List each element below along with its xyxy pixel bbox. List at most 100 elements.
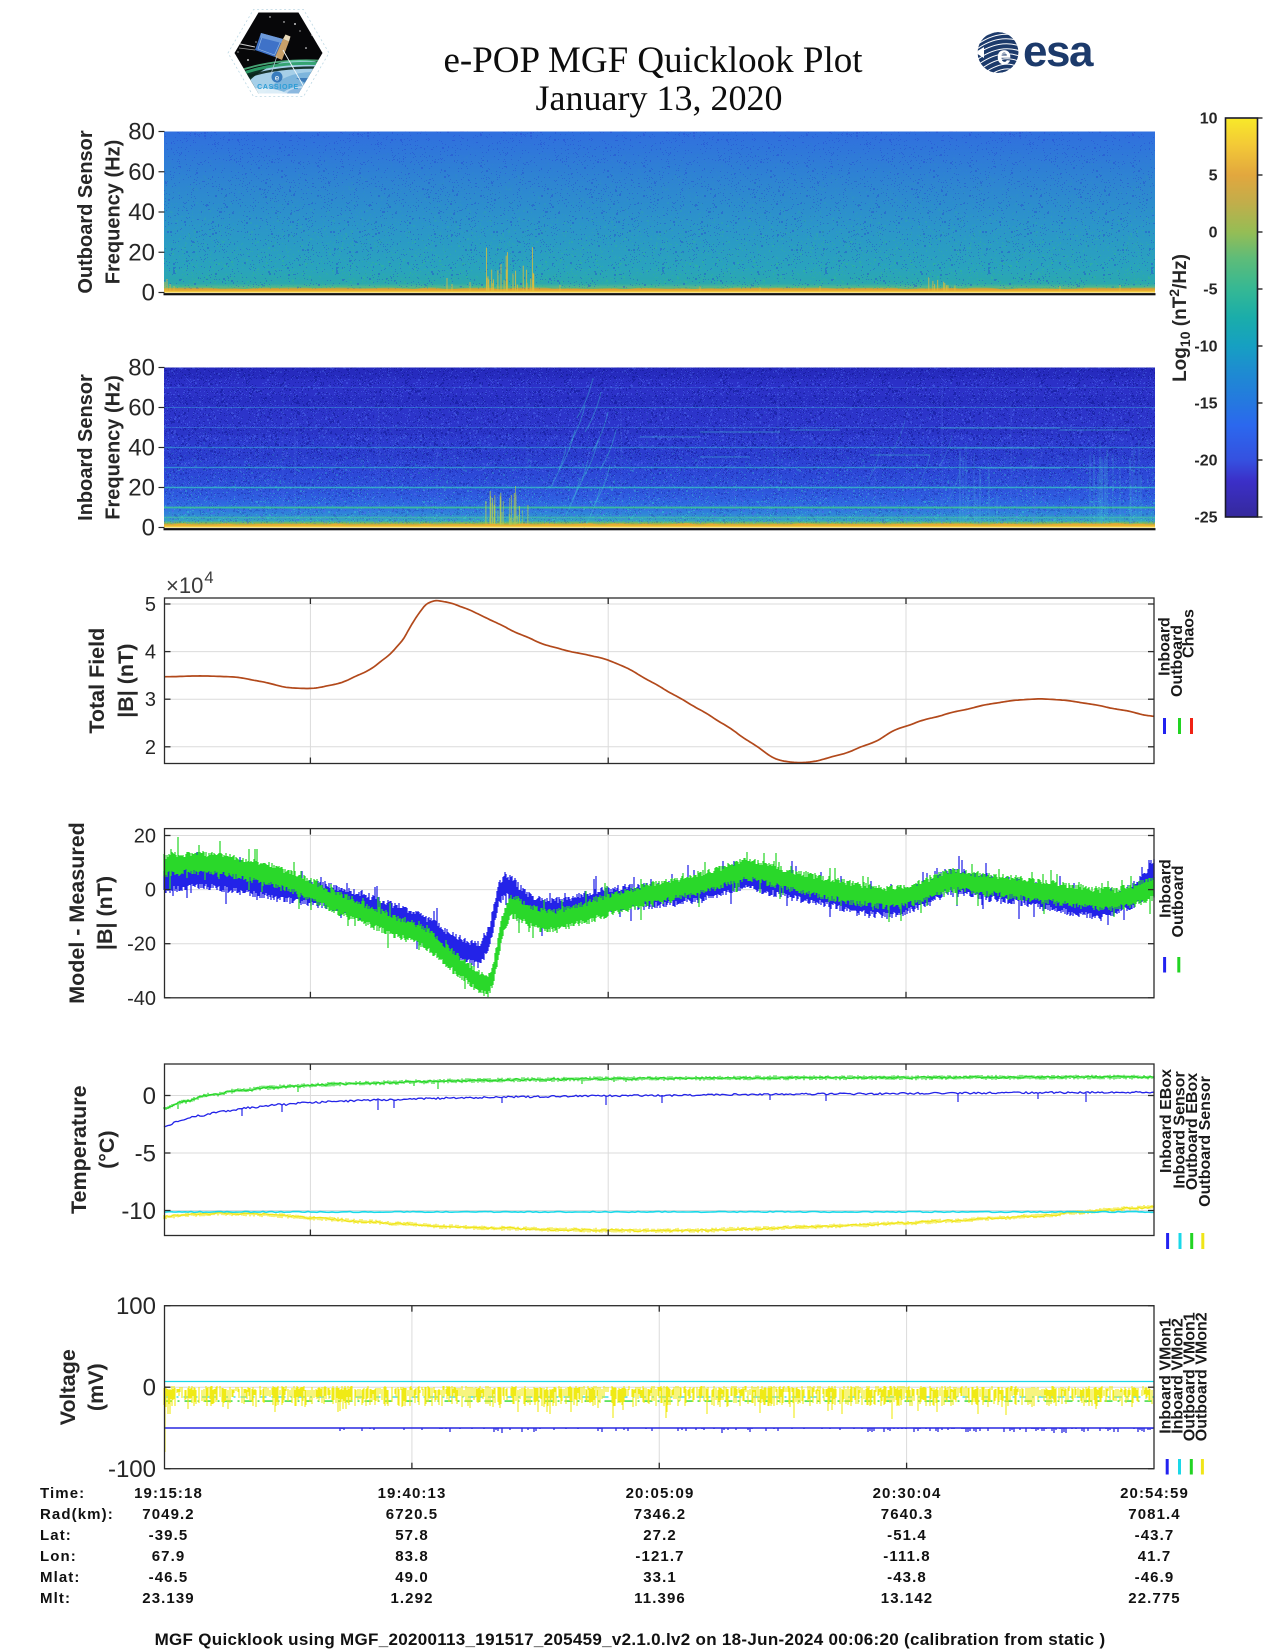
svg-text:7640.3: 7640.3 [881, 1506, 933, 1523]
svg-text:1.292: 1.292 [390, 1590, 433, 1607]
svg-text:4: 4 [145, 642, 156, 664]
svg-text:33.1: 33.1 [643, 1569, 677, 1586]
svg-text:Temperature: Temperature [67, 1085, 91, 1214]
svg-text:Outboard: Outboard [1170, 866, 1187, 938]
svg-text:13.142: 13.142 [881, 1590, 933, 1607]
svg-text:20: 20 [134, 826, 156, 848]
svg-text:Inboard VMon1: Inboard VMon1 [1157, 1318, 1174, 1434]
svg-text:January 13, 2020: January 13, 2020 [536, 78, 783, 118]
svg-text:80: 80 [128, 355, 155, 382]
svg-text:Mlat:: Mlat: [40, 1569, 81, 1586]
svg-text:Frequency (Hz): Frequency (Hz) [103, 375, 125, 519]
svg-text:40: 40 [128, 199, 155, 226]
svg-text:0: 0 [1209, 225, 1218, 242]
svg-text:-15: -15 [1194, 396, 1217, 413]
svg-text:MGF Quicklook using MGF_202001: MGF Quicklook using MGF_20200113_191517_… [155, 1630, 1106, 1649]
svg-text:-46.5: -46.5 [149, 1569, 189, 1586]
svg-text:83.8: 83.8 [395, 1548, 429, 1565]
svg-text:20:30:04: 20:30:04 [873, 1485, 942, 1502]
svg-text:Inboard Sensor: Inboard Sensor [1172, 1071, 1189, 1188]
svg-text:0: 0 [142, 280, 155, 307]
svg-text:-43.7: -43.7 [1135, 1527, 1175, 1544]
svg-text:20: 20 [128, 239, 155, 266]
svg-text:-20: -20 [127, 934, 156, 956]
svg-text:Outboard VMon1: Outboard VMon1 [1182, 1312, 1199, 1441]
svg-text:0: 0 [142, 515, 155, 542]
svg-text:Inboard EBox: Inboard EBox [1158, 1069, 1175, 1173]
svg-text:20:54:59: 20:54:59 [1120, 1485, 1189, 1502]
svg-text:11.396: 11.396 [634, 1590, 686, 1607]
svg-text:Chaos: Chaos [1181, 609, 1198, 658]
svg-text:Total Field: Total Field [85, 628, 109, 734]
svg-text:-111.8: -111.8 [883, 1548, 930, 1565]
svg-text:19:15:18: 19:15:18 [134, 1485, 203, 1502]
svg-text:3: 3 [145, 689, 156, 711]
svg-text:Outboard EBox: Outboard EBox [1184, 1073, 1201, 1190]
svg-text:7049.2: 7049.2 [142, 1506, 194, 1523]
svg-text:Inboard VMon2: Inboard VMon2 [1169, 1318, 1186, 1434]
svg-text:e-POP MGF Quicklook Plot: e-POP MGF Quicklook Plot [443, 40, 863, 81]
svg-text:Inboard Sensor: Inboard Sensor [75, 374, 97, 521]
svg-text:5: 5 [145, 594, 156, 616]
svg-text:20:05:09: 20:05:09 [626, 1485, 695, 1502]
svg-text:Mlt:: Mlt: [40, 1590, 71, 1607]
svg-text:-5: -5 [1203, 282, 1217, 299]
svg-text:Rad(km):: Rad(km): [40, 1506, 114, 1523]
svg-text:22.775: 22.775 [1128, 1590, 1180, 1607]
svg-text:Lon:: Lon: [40, 1548, 77, 1565]
svg-text:e: e [275, 73, 280, 83]
svg-text:Frequency (Hz): Frequency (Hz) [103, 140, 125, 284]
svg-text:80: 80 [128, 119, 155, 146]
svg-text:0: 0 [143, 1083, 156, 1110]
svg-text:7346.2: 7346.2 [634, 1506, 686, 1523]
svg-text:0: 0 [143, 1375, 156, 1402]
svg-text:Lat:: Lat: [40, 1527, 72, 1544]
svg-text:Time:: Time: [40, 1485, 85, 1502]
svg-text:57.8: 57.8 [395, 1527, 429, 1544]
svg-text:Inboard: Inboard [1157, 617, 1174, 676]
svg-text:19:40:13: 19:40:13 [378, 1485, 447, 1502]
svg-text:-39.5: -39.5 [149, 1527, 189, 1544]
svg-text:Model - Measured: Model - Measured [65, 822, 89, 1004]
svg-text:Outboard: Outboard [1169, 625, 1186, 697]
svg-text:-121.7: -121.7 [635, 1548, 684, 1565]
svg-text:49.0: 49.0 [395, 1569, 429, 1586]
svg-text:60: 60 [128, 395, 155, 422]
svg-text:-10: -10 [121, 1198, 156, 1225]
svg-text:-40: -40 [127, 988, 156, 1010]
svg-text:×104: ×104 [166, 569, 214, 598]
svg-text:23.139: 23.139 [142, 1590, 194, 1607]
svg-text:40: 40 [128, 435, 155, 462]
svg-text:41.7: 41.7 [1138, 1548, 1172, 1565]
svg-text:5: 5 [1209, 168, 1218, 185]
svg-text:2: 2 [145, 737, 156, 759]
svg-text:|B| (nT): |B| (nT) [114, 644, 138, 718]
svg-text:-43.8: -43.8 [887, 1569, 927, 1586]
svg-text:-10: -10 [1194, 339, 1217, 356]
svg-text:-46.9: -46.9 [1135, 1569, 1175, 1586]
svg-text:-51.4: -51.4 [887, 1527, 927, 1544]
svg-text:-100: -100 [108, 1456, 156, 1483]
svg-text:|B| (nT): |B| (nT) [93, 876, 117, 950]
svg-text:60: 60 [128, 159, 155, 186]
svg-text:e: e [997, 40, 1011, 70]
svg-text:Outboard Sensor: Outboard Sensor [75, 130, 97, 294]
svg-text:0: 0 [145, 880, 156, 902]
svg-text:(mV): (mV) [84, 1363, 108, 1411]
svg-text:20: 20 [128, 475, 155, 502]
svg-text:10: 10 [1200, 111, 1218, 128]
svg-text:-25: -25 [1194, 510, 1217, 527]
svg-text:esa: esa [1023, 27, 1094, 76]
svg-text:7081.4: 7081.4 [1128, 1506, 1180, 1523]
svg-text:27.2: 27.2 [643, 1527, 677, 1544]
svg-text:100: 100 [116, 1293, 156, 1320]
svg-text:Log10 (nT2/Hz): Log10 (nT2/Hz) [1166, 254, 1193, 382]
svg-text:CASSIOPE: CASSIOPE [257, 84, 299, 91]
svg-text:Outboard VMon2: Outboard VMon2 [1194, 1312, 1211, 1441]
svg-text:Outboard Sensor: Outboard Sensor [1197, 1076, 1214, 1207]
svg-text:67.9: 67.9 [152, 1548, 186, 1565]
svg-text:-20: -20 [1194, 453, 1217, 470]
svg-text:-5: -5 [135, 1140, 156, 1167]
svg-text:Inboard: Inboard [1157, 859, 1174, 918]
svg-text:(°C): (°C) [95, 1130, 119, 1168]
